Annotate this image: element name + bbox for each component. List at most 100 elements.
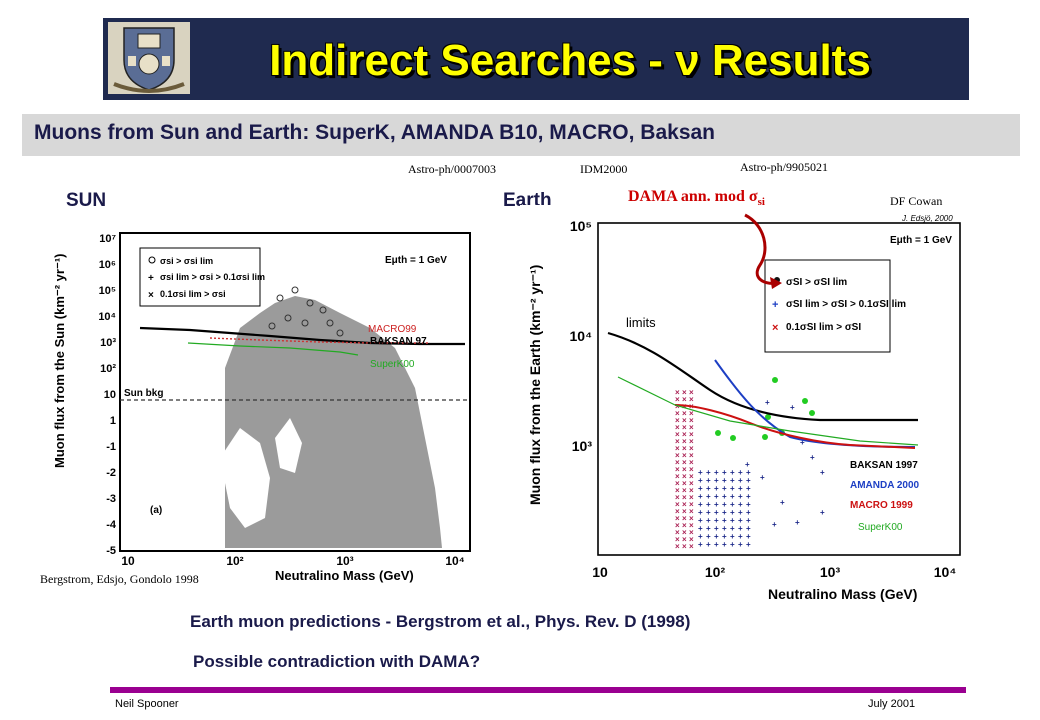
- earth-cross-marker: ×: [689, 416, 694, 425]
- earth-plus-marker: +: [706, 484, 711, 493]
- earth-plus-marker: +: [706, 500, 711, 509]
- earth-cross-marker: ×: [675, 514, 680, 523]
- earth-plus-marker: +: [730, 476, 735, 485]
- earth-cross-marker: ×: [675, 500, 680, 509]
- earth-x-ticks: 10 10² 10³ 10⁴: [592, 564, 956, 580]
- dama-label-text: DAMA ann. mod σ: [628, 188, 758, 205]
- sun-legend-cross-marker: ×: [148, 290, 154, 301]
- slide-subtitle: Muons from Sun and Earth: SuperK, AMANDA…: [34, 121, 716, 144]
- earth-cross-marker: ×: [689, 507, 694, 516]
- earth-cross-marker: ×: [675, 486, 680, 495]
- earth-plus-marker: +: [698, 540, 703, 549]
- earth-plus-marker: +: [698, 492, 703, 501]
- earth-plus-marker: +: [746, 500, 751, 509]
- earth-plus-marker: +: [706, 540, 711, 549]
- sun-legend-row3: 0.1σsi lim > σsi: [160, 289, 226, 299]
- sun-y-tick-label: 10³: [100, 337, 116, 349]
- dama-arrowhead: [770, 277, 782, 289]
- earth-cross-marker: ×: [689, 388, 694, 397]
- earth-cross-marker: ×: [689, 465, 694, 474]
- earth-cross-marker: ×: [689, 521, 694, 530]
- earth-cross-marker: ×: [675, 395, 680, 404]
- sun-superk-curve: [187, 342, 359, 356]
- sun-scatter-region: [225, 296, 442, 548]
- earth-cross-marker: ×: [682, 451, 687, 460]
- earth-legend-cross-marker: ×: [772, 322, 778, 334]
- earth-baksan-curve: [607, 331, 918, 422]
- earth-plus-marker: +: [722, 484, 727, 493]
- earth-plus-marker: +: [745, 460, 750, 469]
- earth-baksan-legend: BAKSAN 1997: [850, 460, 918, 471]
- earth-limits-label: limits: [626, 315, 656, 330]
- earth-superk-curve: [617, 376, 919, 446]
- earth-cross-marker: ×: [682, 521, 687, 530]
- ref-bergstrom-edsjo-gondolo: Bergstrom, Edsjo, Gondolo 1998: [40, 572, 199, 586]
- earth-cross-marker: ×: [689, 493, 694, 502]
- earth-plus-marker: +: [722, 492, 727, 501]
- earth-plus-marker: +: [730, 508, 735, 517]
- earth-plus-marker: +: [772, 520, 777, 529]
- earth-y-ticks: 10⁵ 10⁴ 10³: [570, 218, 593, 454]
- earth-plus-marker: +: [698, 484, 703, 493]
- caption-dama-question: Possible contradiction with DAMA?: [193, 652, 481, 671]
- earth-cross-marker: ×: [675, 423, 680, 432]
- sun-legend-row2: σsi lim > σsi > 0.1σsi lim: [160, 272, 265, 282]
- sun-legend-box: [139, 247, 261, 307]
- earth-plus-marker: +: [738, 540, 743, 549]
- earth-plus-marker: +: [746, 476, 751, 485]
- sun-y-axis-label: Muon flux from the Sun (km⁻² yr⁻¹): [52, 254, 67, 469]
- earth-cross-marker: ×: [689, 500, 694, 509]
- sun-y-tick-label: 10⁵: [99, 285, 116, 297]
- sun-y-tick-label: -1: [106, 441, 116, 453]
- earth-cross-marker: ×: [689, 395, 694, 404]
- sun-y-tick-label: 1: [110, 415, 116, 427]
- sun-superk-label: SuperK00: [370, 359, 415, 370]
- earth-cross-marker: ×: [682, 486, 687, 495]
- earth-y-tick-label: 10⁴: [570, 328, 593, 344]
- earth-plus-marker: +: [765, 398, 770, 407]
- earth-cross-marker: ×: [682, 479, 687, 488]
- earth-cross-marker: ×: [689, 472, 694, 481]
- earth-plus-marker: +: [698, 516, 703, 525]
- earth-plus-marker: +: [746, 524, 751, 533]
- earth-cross-marker: ×: [682, 507, 687, 516]
- earth-plus-marker: +: [706, 468, 711, 477]
- slide-title: Indirect Searches - ν Results: [269, 36, 871, 85]
- earth-cross-marker: ×: [689, 514, 694, 523]
- earth-cross-marker: ×: [682, 430, 687, 439]
- earth-cross-marker: ×: [682, 493, 687, 502]
- earth-macro-legend: MACRO 1999: [850, 500, 913, 511]
- earth-x-axis-label: Neutralino Mass (GeV): [768, 586, 917, 602]
- earth-plus-marker: +: [706, 492, 711, 501]
- earth-x-tick-label: 10: [592, 564, 608, 580]
- earth-plus-marker: +: [706, 508, 711, 517]
- earth-cross-marker: ×: [675, 479, 680, 488]
- ref-idm2000: IDM2000: [580, 162, 628, 176]
- ref-astro-ph-0007003: Astro-ph/0007003: [408, 162, 496, 176]
- earth-plus-marker: +: [730, 540, 735, 549]
- earth-cross-marker: ×: [682, 395, 687, 404]
- earth-energy-label: Eμth = 1 GeV: [890, 235, 952, 246]
- earth-x-tick-label: 10²: [705, 564, 726, 580]
- earth-cross-marker: ×: [682, 500, 687, 509]
- earth-plus-marker: +: [738, 484, 743, 493]
- earth-cross-marker: ×: [682, 514, 687, 523]
- earth-cross-marker: ×: [682, 528, 687, 537]
- earth-plus-marker: +: [810, 453, 815, 462]
- earth-cross-marker: ×: [689, 409, 694, 418]
- sun-x-ticks: 10 10² 10³ 10⁴: [121, 554, 464, 568]
- earth-plus-marker: +: [800, 438, 805, 447]
- earth-cross-marker: ×: [682, 402, 687, 411]
- earth-plus-marker: +: [698, 508, 703, 517]
- sun-x-tick-label: 10²: [226, 554, 243, 568]
- sun-y-ticks: 10⁷ 10⁶ 10⁵ 10⁴ 10³ 10² 10 1 -1 -2 -3 -4 -5: [98, 233, 117, 557]
- earth-plus-marker: +: [738, 524, 743, 533]
- sun-bkg-label: Sun bkg: [124, 388, 163, 399]
- earth-cross-marker: ×: [675, 521, 680, 530]
- earth-plus-marker: +: [738, 492, 743, 501]
- earth-x-tick-label: 10³: [820, 564, 841, 580]
- footer-date: July 2001: [868, 698, 916, 710]
- earth-y-tick-label: 10³: [572, 438, 593, 454]
- earth-plus-marker: +: [722, 524, 727, 533]
- earth-plus-marker: +: [722, 508, 727, 517]
